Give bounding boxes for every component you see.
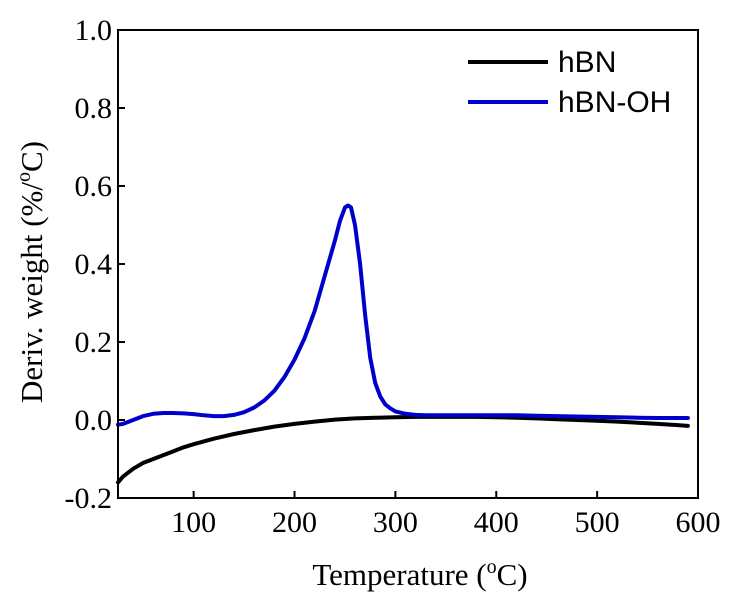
- x-tick-label: 300: [373, 506, 418, 539]
- legend-label: hBN-OH: [558, 86, 671, 119]
- x-tick-label: 600: [676, 506, 721, 539]
- legend: hBN hBN-OH: [468, 46, 671, 119]
- y-tick-label: 0.0: [75, 404, 113, 437]
- y-tick-label: 0.6: [75, 170, 113, 203]
- x-tick-label: 100: [171, 506, 216, 539]
- plot-lines: [116, 203, 690, 485]
- x-tick-label: 400: [474, 506, 519, 539]
- y-tick-label: 0.4: [75, 248, 113, 281]
- x-tick-label: 200: [272, 506, 317, 539]
- y-tick-label: 0.8: [75, 92, 113, 125]
- series-line-hbn-oh: [116, 203, 690, 427]
- y-tick-label: -0.2: [65, 482, 113, 515]
- y-axis-label: Deriv. weight (%/oC): [13, 141, 49, 403]
- series-line-hbn: [116, 414, 690, 485]
- x-axis-label: Temperature (oC): [312, 556, 527, 592]
- x-tick-label: 500: [575, 506, 620, 539]
- legend-label: hBN: [558, 46, 616, 79]
- axis-ticks: 100 200 300 400 500 600 -0.2 0.0 0.2 0.4 0.6 0.8 1.0: [65, 14, 721, 539]
- y-tick-label: 1.0: [75, 14, 113, 47]
- y-tick-label: 0.2: [75, 326, 113, 359]
